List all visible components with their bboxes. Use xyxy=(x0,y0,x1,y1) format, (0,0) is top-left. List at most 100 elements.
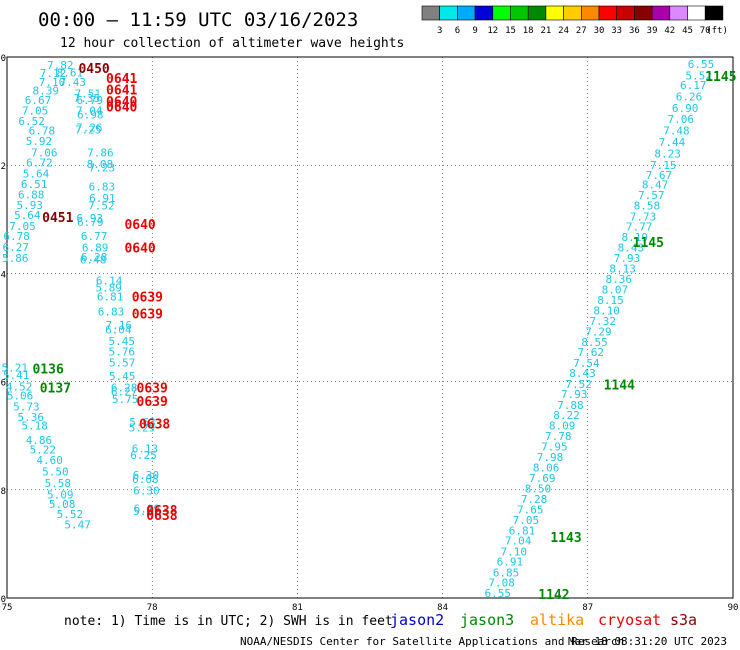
colorbar-label: 39 xyxy=(647,26,658,36)
swh-value: 6.08 xyxy=(132,473,159,486)
time-label: 0638 xyxy=(146,509,177,524)
swh-value: 7.95 xyxy=(541,441,568,454)
swh-value: 7.73 xyxy=(630,210,657,223)
swh-value: 6.83 xyxy=(98,306,125,319)
swh-value: 7.51 xyxy=(75,87,102,100)
swh-value: 6.85 xyxy=(493,566,520,579)
swh-value: 5.21 xyxy=(1,361,28,374)
swh-value: 7.26 xyxy=(76,122,103,135)
colorbar-swatch xyxy=(634,5,653,21)
colorbar-label: 24 xyxy=(558,26,569,36)
swh-value: 5.22 xyxy=(30,443,57,456)
time-label: 0640 xyxy=(124,218,155,233)
swh-value: 8.13 xyxy=(609,262,636,275)
swh-value: 4.60 xyxy=(36,454,63,467)
swh-value: 8.07 xyxy=(602,283,629,296)
swh-value: 8.61 xyxy=(57,66,84,79)
colorbar-swatch xyxy=(563,5,582,21)
time-label: 0450 xyxy=(78,62,109,77)
swh-value: 7.62 xyxy=(577,346,604,359)
swh-value: 7.35 xyxy=(74,92,101,105)
swh-value: 5.45 xyxy=(109,370,136,383)
swh-value: 6.72 xyxy=(26,157,53,170)
colorbar-swatch xyxy=(421,5,441,21)
time-label: 0638 xyxy=(139,417,170,432)
swh-value: 6.67 xyxy=(25,94,52,107)
swh-value: 8.58 xyxy=(634,200,661,213)
swh-value: 8.23 xyxy=(654,148,681,161)
swh-value: 6.91 xyxy=(89,192,116,205)
swh-value: 6.30 xyxy=(133,469,160,482)
swh-value: 7.16 xyxy=(106,319,133,332)
swh-value: 5.29 xyxy=(129,422,156,435)
swh-value: 8.50 xyxy=(525,483,552,496)
swh-value: 6.26 xyxy=(676,90,703,103)
grid-lines xyxy=(7,57,733,598)
swh-value: 7.04 xyxy=(76,104,103,117)
swh-value: 8.43 xyxy=(618,242,645,255)
time-label: 0638 xyxy=(146,504,177,519)
y-tick-label: -20 xyxy=(0,595,6,605)
time-label: 0640 xyxy=(106,101,137,116)
axis-ticks: 75 78 81 84 87 90 -10 -12 -14 -16 -18 -20 xyxy=(0,54,738,613)
swh-value: 7.48 xyxy=(663,125,690,138)
swh-value: 7.93 xyxy=(561,388,588,401)
time-label: 0639 xyxy=(137,382,168,397)
swh-value: 7.98 xyxy=(537,451,564,464)
swh-value: 6.52 xyxy=(18,115,45,128)
swh-value: 5.08 xyxy=(49,498,76,511)
x-tick-label: 90 xyxy=(728,603,739,613)
swh-value: 7.04 xyxy=(505,535,532,548)
swh-value: 6.78 xyxy=(29,125,56,138)
time-label: 1142 xyxy=(538,588,569,603)
swh-value: 8.43 xyxy=(569,367,596,380)
swh-value: 8.39 xyxy=(32,85,59,98)
time-label: 0639 xyxy=(132,290,163,305)
swh-value: 7.78 xyxy=(545,430,572,443)
legend-cryosat: cryosat xyxy=(598,611,661,629)
swh-value: 7.44 xyxy=(659,136,686,149)
swh-value: 7.23 xyxy=(89,162,116,175)
swh-value: 5.36 xyxy=(17,411,44,424)
colorbar-swatch xyxy=(545,5,564,21)
footer-note: note: 1) Time is in UTC; 2) SWH is in fe… xyxy=(64,614,393,629)
time-label: 0641 xyxy=(106,72,137,87)
legend-altika: altika xyxy=(530,611,584,629)
swh-value: 6.91 xyxy=(497,556,524,569)
x-tick-label: 87 xyxy=(582,603,593,613)
swh-value: 7.93 xyxy=(614,252,641,265)
legend-jason3: jason3 xyxy=(460,611,514,629)
swh-value: 7.15 xyxy=(650,159,677,172)
swh-value: 6.17 xyxy=(680,79,707,92)
swh-value: 6.55 xyxy=(485,587,512,600)
swh-value: 6.48 xyxy=(80,254,107,267)
x-tick-label: 81 xyxy=(292,603,303,613)
credit-right: Mar 18 08:31:20 UTC 2023 xyxy=(568,635,727,648)
swh-value: 5.93 xyxy=(16,199,43,212)
swh-value: 5.63 xyxy=(129,416,156,429)
swh-value: 7.65 xyxy=(517,503,544,516)
swh-value: 5.77 xyxy=(133,505,160,518)
colorbar-swatch xyxy=(457,5,476,21)
swh-value: 5.18 xyxy=(21,419,48,432)
time-label: 0136 xyxy=(32,363,63,378)
colorbar-swatch xyxy=(598,5,618,21)
swh-value: 6.93 xyxy=(77,212,104,225)
swh-value: 6.83 xyxy=(89,181,116,194)
swh-value: 7.05 xyxy=(22,104,49,117)
colorbar-label: 15 xyxy=(505,26,516,36)
swh-value: 8.22 xyxy=(553,409,580,422)
colorbar-label: 9 xyxy=(472,26,477,36)
colorbar-label: (ft) xyxy=(706,26,728,36)
swh-value: 7.12 xyxy=(40,67,67,80)
swh-value: 6.55 xyxy=(688,58,715,71)
time-label: 0641 xyxy=(106,84,137,99)
swh-value: 6.79 xyxy=(77,216,104,229)
swh-value: 7.52 xyxy=(88,200,115,213)
swh-value: 8.09 xyxy=(549,420,576,433)
colorbar-label: 3 xyxy=(437,26,442,36)
colorbar-swatch xyxy=(651,5,671,21)
colorbar-swatch xyxy=(510,5,529,21)
legend-s3a: s3a xyxy=(670,611,697,629)
time-label: 1145 xyxy=(633,236,664,251)
